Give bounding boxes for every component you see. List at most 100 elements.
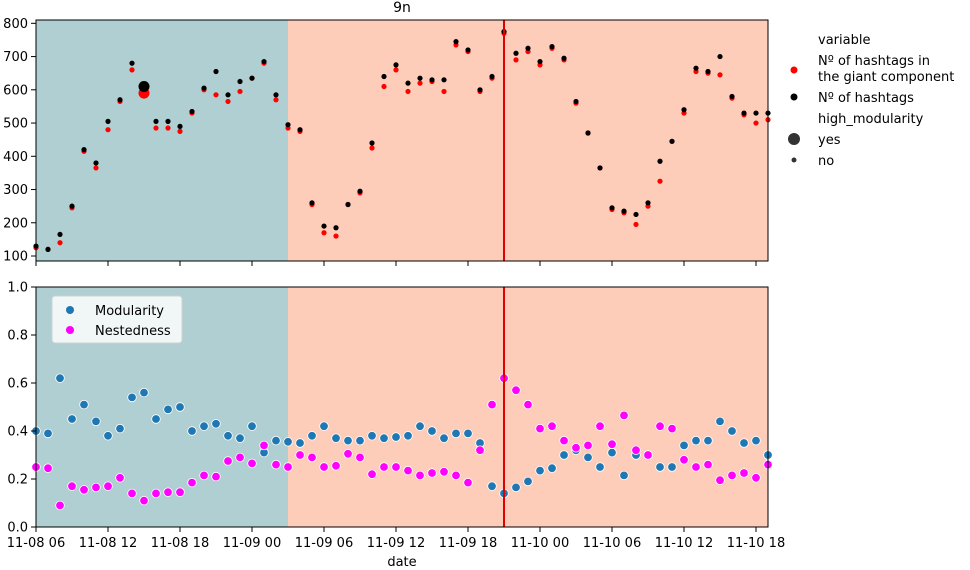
point-n-of-hashtags-in-the-giant-component [417,80,423,86]
point-nestedness [619,410,629,421]
point-nestedness [295,450,305,460]
point-n-of-hashtags [453,39,459,45]
point-n-of-hashtags [45,246,51,252]
point-n-of-hashtags [417,75,423,81]
point-nestedness [727,470,737,481]
legend-label-no: no [818,154,834,169]
y-tick-label: 0.6 [7,377,28,392]
legend-marker-size-yes [788,133,800,145]
point-nestedness [127,488,137,499]
point-nestedness [703,459,713,470]
x-tick-label: 11-08 06 [7,536,65,551]
legend-marker-size-no [791,157,797,163]
y-tick-label: 500 [3,117,28,132]
point-n-of-hashtags-in-the-giant-component [405,88,411,95]
legend-label-modularity: Modularity [95,304,164,319]
y-tick-label: 400 [3,150,28,165]
point-n-of-hashtags [585,130,591,136]
point-n-of-hashtags-in-the-giant-component [333,233,339,239]
legend-title-high-modularity: high_modularity [818,112,924,127]
point-n-of-hashtags [753,110,759,116]
point-modularity [559,450,569,460]
point-modularity [79,399,89,410]
point-nestedness [559,435,569,446]
point-n-of-hashtags [81,147,87,153]
point-n-of-hashtags-in-the-giant-component [153,125,159,131]
point-nestedness [547,421,557,431]
point-modularity [319,421,329,431]
point-n-of-hashtags-in-the-giant-component [105,127,111,133]
y-tick-label: 200 [3,216,28,231]
point-modularity [127,392,137,403]
point-n-of-hashtags-in-the-giant-component [213,92,219,98]
top-panel: 100 200 300 400 500 600 700 800 9n [3,0,771,266]
point-nestedness [487,399,497,410]
point-n-of-hashtags-in-the-giant-component [273,97,279,103]
point-n-of-hashtags [741,110,747,116]
point-nestedness [343,449,353,459]
point-modularity [667,462,677,472]
point-nestedness [79,485,89,495]
y-tick-label: 0.8 [7,329,28,344]
bottom-panel: 0.00.20.40.60.81.0 11-08 06 11-08 12 11-08… [7,281,785,570]
point-nestedness [187,477,197,488]
point-n-of-hashtags [489,73,495,80]
point-nestedness [607,439,617,449]
point-nestedness [523,399,533,410]
x-tick-label: 11-10 06 [583,536,641,551]
point-nestedness [739,468,749,478]
point-n-of-hashtags-in-the-giant-component [165,125,171,131]
point-modularity [439,433,449,443]
point-modularity [247,421,257,431]
point-modularity [451,428,461,439]
point-n-of-hashtags [165,118,171,124]
point-modularity [187,426,197,436]
region-0 [36,20,288,261]
point-n-of-hashtags [273,92,279,98]
point-nestedness [259,440,269,451]
plot-frame [35,19,769,262]
point-n-of-hashtags [345,201,351,208]
point-modularity [487,481,497,491]
point-nestedness [319,462,329,472]
point-n-of-hashtags [321,223,327,229]
point-nestedness [103,481,113,491]
point-modularity [415,421,425,431]
point-modularity [331,433,341,443]
point-modularity [271,435,281,446]
x-tick-label: 11-09 12 [367,536,425,551]
point-n-of-hashtags [693,65,699,71]
point-nestedness [463,477,473,488]
top-legend: variable Nº of hashtags in the giant com… [788,33,954,169]
point-n-of-hashtags-in-the-giant-component [321,230,327,236]
point-modularity [175,402,185,412]
point-nestedness [679,455,689,465]
point-n-of-hashtags [717,53,723,60]
point-n-of-hashtags [129,60,135,66]
point-n-of-hashtags [729,93,735,100]
point-n-of-hashtags [201,85,207,91]
point-n-of-hashtags [525,45,531,51]
y-tick-label: 0.2 [7,473,28,488]
point-nestedness [439,467,449,477]
point-n-of-hashtags [369,140,375,146]
point-nestedness [631,445,641,455]
point-modularity [391,432,401,442]
point-n-of-hashtags [477,87,483,93]
point-n-of-hashtags [69,203,75,209]
y-tick-label: 0.4 [7,425,28,440]
point-n-of-hashtags [633,211,639,218]
point-n-of-hashtags [441,77,447,83]
point-modularity [199,421,209,431]
point-n-of-hashtags [393,62,399,68]
point-modularity [139,387,149,398]
point-modularity [679,440,689,451]
y-tick-label: 100 [3,250,28,265]
point-n-of-hashtags [261,58,267,65]
point-n-of-hashtags [645,200,651,206]
point-n-of-hashtags-in-the-giant-component [717,72,723,78]
x-tick-label: 11-09 18 [439,536,497,551]
point-modularity [343,435,353,446]
point-n-of-hashtags-in-the-giant-component [393,67,399,73]
point-modularity [211,419,221,429]
